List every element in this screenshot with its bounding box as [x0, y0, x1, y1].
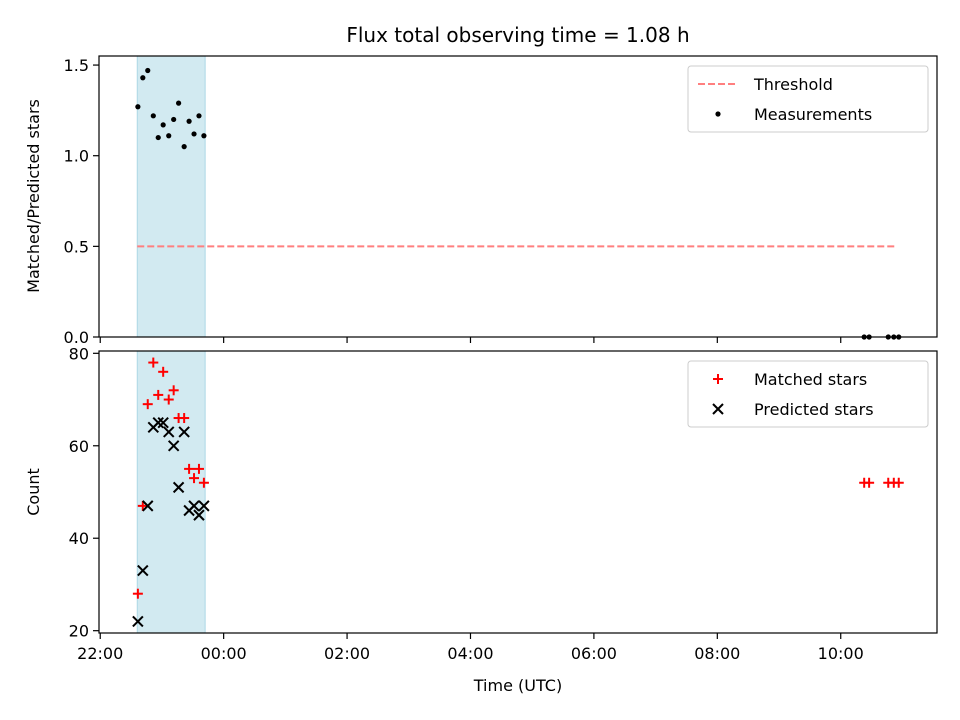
- data-point: [864, 477, 875, 488]
- x-tick-label: 00:00: [201, 644, 247, 663]
- data-point: [152, 416, 164, 429]
- x-tick-label: 06:00: [571, 644, 617, 663]
- count-panel-series-matched-stars: [132, 357, 904, 599]
- data-point: [132, 615, 144, 628]
- data-point-b: [178, 426, 190, 438]
- data-point-b: [142, 500, 154, 512]
- ratio-panel-frame: [98, 55, 938, 338]
- data-point: [179, 413, 190, 424]
- data-point: [158, 366, 169, 377]
- y-tick-label: 1.0: [64, 147, 89, 166]
- data-point: [193, 509, 205, 521]
- y-tick-label: 1.5: [64, 56, 89, 75]
- data-point-b: [152, 416, 164, 429]
- x-tick-label: 04:00: [447, 644, 493, 663]
- data-point: [171, 116, 177, 123]
- data-point: [163, 394, 174, 405]
- count-panel-observing-interval: [136, 350, 206, 634]
- data-point: [150, 113, 156, 119]
- legend-box: [687, 360, 929, 428]
- legend-label: Threshold: [753, 75, 833, 94]
- x-tick-label: 08:00: [694, 644, 740, 663]
- data-point-b: [172, 481, 185, 494]
- data-point: [163, 426, 175, 438]
- data-point-b: [132, 615, 144, 628]
- top-panel-y-axis-label: Matched/Predicted stars: [24, 99, 43, 293]
- x-tick-label: 22:00: [77, 644, 123, 663]
- data-point: [132, 588, 143, 599]
- legend-box: [687, 65, 929, 133]
- data-point: [198, 500, 210, 512]
- data-point-b: [137, 564, 149, 577]
- bottom-panel-y-axis-label: Count: [24, 468, 43, 516]
- x-axis-label: Time (UTC): [473, 676, 562, 695]
- data-point: [198, 477, 209, 488]
- count-panel-legend: Matched stars Predicted stars: [687, 360, 929, 428]
- legend-swatch: [713, 374, 723, 384]
- data-point: [191, 131, 197, 137]
- y-tick-label: 20: [69, 622, 89, 641]
- data-point: [140, 75, 146, 81]
- chart-title: Flux total observing time = 1.08 h: [346, 23, 689, 47]
- data-point: [157, 416, 169, 429]
- legend-swatch-b: [712, 403, 724, 415]
- data-point: [137, 500, 148, 511]
- data-point-b: [163, 426, 175, 438]
- legend-label: Predicted stars: [754, 400, 874, 419]
- legend-label: Measurements: [754, 105, 872, 124]
- data-point: [172, 481, 185, 494]
- ratio-panel-observing-interval: [136, 55, 206, 338]
- legend-swatch: [712, 403, 724, 415]
- data-point: [160, 122, 166, 128]
- x-tick-label: 02:00: [324, 644, 370, 663]
- data-point: [189, 473, 200, 484]
- data-point: [178, 426, 190, 438]
- y-tick-label: 0.5: [64, 237, 89, 256]
- plot-area: 0.0 0.5 1.0 1.5 Threshold Measurements 20 40 60 8…: [64, 55, 938, 663]
- data-point-b: [167, 440, 180, 452]
- data-point: [176, 100, 182, 106]
- data-point: [893, 477, 904, 488]
- count-panel: 20 40 60 80 22:00 00:00 02:00 04:00 06:00 08:00 10…: [69, 344, 938, 663]
- y-tick-label: 60: [69, 437, 89, 456]
- data-point: [166, 133, 172, 139]
- data-point: [168, 385, 179, 396]
- data-point: [181, 144, 187, 150]
- data-point-b: [188, 500, 200, 512]
- data-point: [196, 113, 202, 119]
- data-point: [153, 389, 164, 400]
- legend-label: Matched stars: [754, 370, 867, 389]
- data-point: [186, 118, 192, 124]
- data-point: [193, 463, 204, 474]
- data-point: [188, 500, 200, 512]
- data-point: [137, 564, 149, 577]
- data-point-b: [198, 500, 210, 512]
- ratio-panel-legend: Threshold Measurements: [687, 65, 929, 133]
- ratio-panel: 0.0 0.5 1.0 1.5 Threshold Measurements: [64, 55, 938, 347]
- data-point-b: [157, 416, 169, 429]
- legend-swatch: [715, 111, 721, 117]
- ratio-panel-series-measurements: [135, 67, 902, 340]
- data-point: [135, 104, 141, 110]
- data-point: [142, 500, 154, 512]
- data-point-b: [193, 509, 205, 521]
- count-panel-series-predicted-stars: [132, 416, 210, 628]
- data-point: [167, 440, 180, 452]
- x-tick-label: 10:00: [818, 644, 864, 663]
- data-point: [184, 463, 195, 474]
- y-tick-label: 0.0: [64, 328, 89, 347]
- count-panel-frame: [98, 350, 938, 634]
- y-tick-label: 40: [69, 529, 89, 548]
- data-point: [201, 133, 207, 139]
- data-point: [155, 134, 161, 141]
- data-point: [142, 399, 153, 410]
- data-point: [145, 67, 151, 74]
- y-tick-label: 80: [69, 344, 89, 363]
- data-point: [148, 357, 159, 368]
